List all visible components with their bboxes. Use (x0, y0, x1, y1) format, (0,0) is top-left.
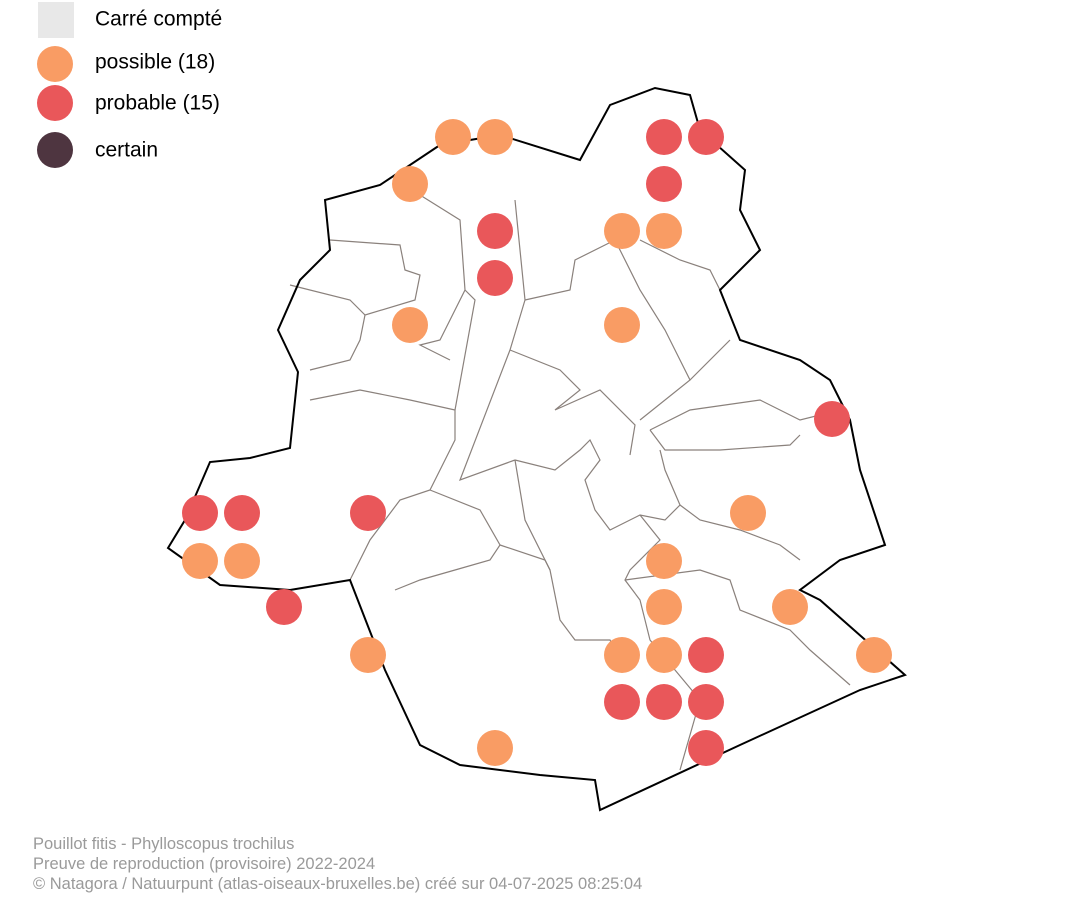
observation-dot (477, 119, 513, 155)
observation-dot (688, 637, 724, 673)
legend-swatch (37, 85, 73, 121)
observation-dot (392, 166, 428, 202)
observation-dot (772, 589, 808, 625)
legend-label: Carré compté (95, 8, 222, 31)
commune-border (418, 194, 466, 361)
commune-border (309, 239, 421, 371)
commune-border (679, 504, 801, 561)
communes (289, 194, 851, 771)
observation-dot (646, 637, 682, 673)
observation-dot (688, 684, 724, 720)
commune-border (649, 399, 841, 431)
legend-swatch (37, 132, 73, 168)
observation-dot (392, 307, 428, 343)
footer-line: © Natagora / Natuurpunt (atlas-oiseaux-b… (33, 875, 642, 893)
commune-border (514, 459, 621, 661)
legend-swatch (38, 2, 74, 38)
observation-dot (646, 589, 682, 625)
commune-border (499, 544, 551, 571)
legend-label: certain (95, 139, 158, 162)
commune-border (514, 438, 681, 531)
commune-border (649, 429, 801, 451)
observation-dot (435, 119, 471, 155)
legend-label: probable (15) (95, 92, 220, 115)
legend-label: possible (18) (95, 51, 215, 74)
commune-border (454, 289, 476, 411)
observation-dot (646, 166, 682, 202)
observation-dots (182, 119, 892, 766)
observation-dot (350, 637, 386, 673)
observation-dot (182, 495, 218, 531)
footer-line: Preuve de reproduction (provisoire) 2022… (33, 855, 375, 873)
observation-dot (266, 589, 302, 625)
observation-dot (730, 495, 766, 531)
observation-dot (224, 543, 260, 579)
commune-border (394, 489, 501, 591)
observation-dot (182, 543, 218, 579)
commune-border (624, 514, 701, 771)
legend-swatch (37, 46, 73, 82)
region-outline (166, 86, 907, 812)
observation-dot (688, 119, 724, 155)
commune-border (624, 569, 851, 686)
legend: Carré compté possible (18) probable (15)… (37, 2, 222, 168)
observation-dot (604, 213, 640, 249)
observation-dot (688, 730, 724, 766)
observation-dot (224, 495, 260, 531)
observation-dot (350, 495, 386, 531)
observation-dot (646, 213, 682, 249)
observation-dot (646, 543, 682, 579)
commune-border (524, 239, 691, 421)
observation-dot (604, 307, 640, 343)
commune-border (509, 349, 636, 456)
observation-dot (856, 637, 892, 673)
observation-dot (477, 213, 513, 249)
commune-border (289, 284, 366, 316)
observation-dot (814, 401, 850, 437)
observation-dot (646, 684, 682, 720)
footer-line: Pouillot fitis - Phylloscopus trochilus (33, 835, 294, 853)
observation-dot (477, 260, 513, 296)
commune-border (639, 239, 721, 291)
commune-border (309, 389, 456, 581)
commune-border (689, 339, 731, 381)
observation-dot (646, 119, 682, 155)
observation-dot (604, 637, 640, 673)
observation-dot (477, 730, 513, 766)
observation-dot (604, 684, 640, 720)
